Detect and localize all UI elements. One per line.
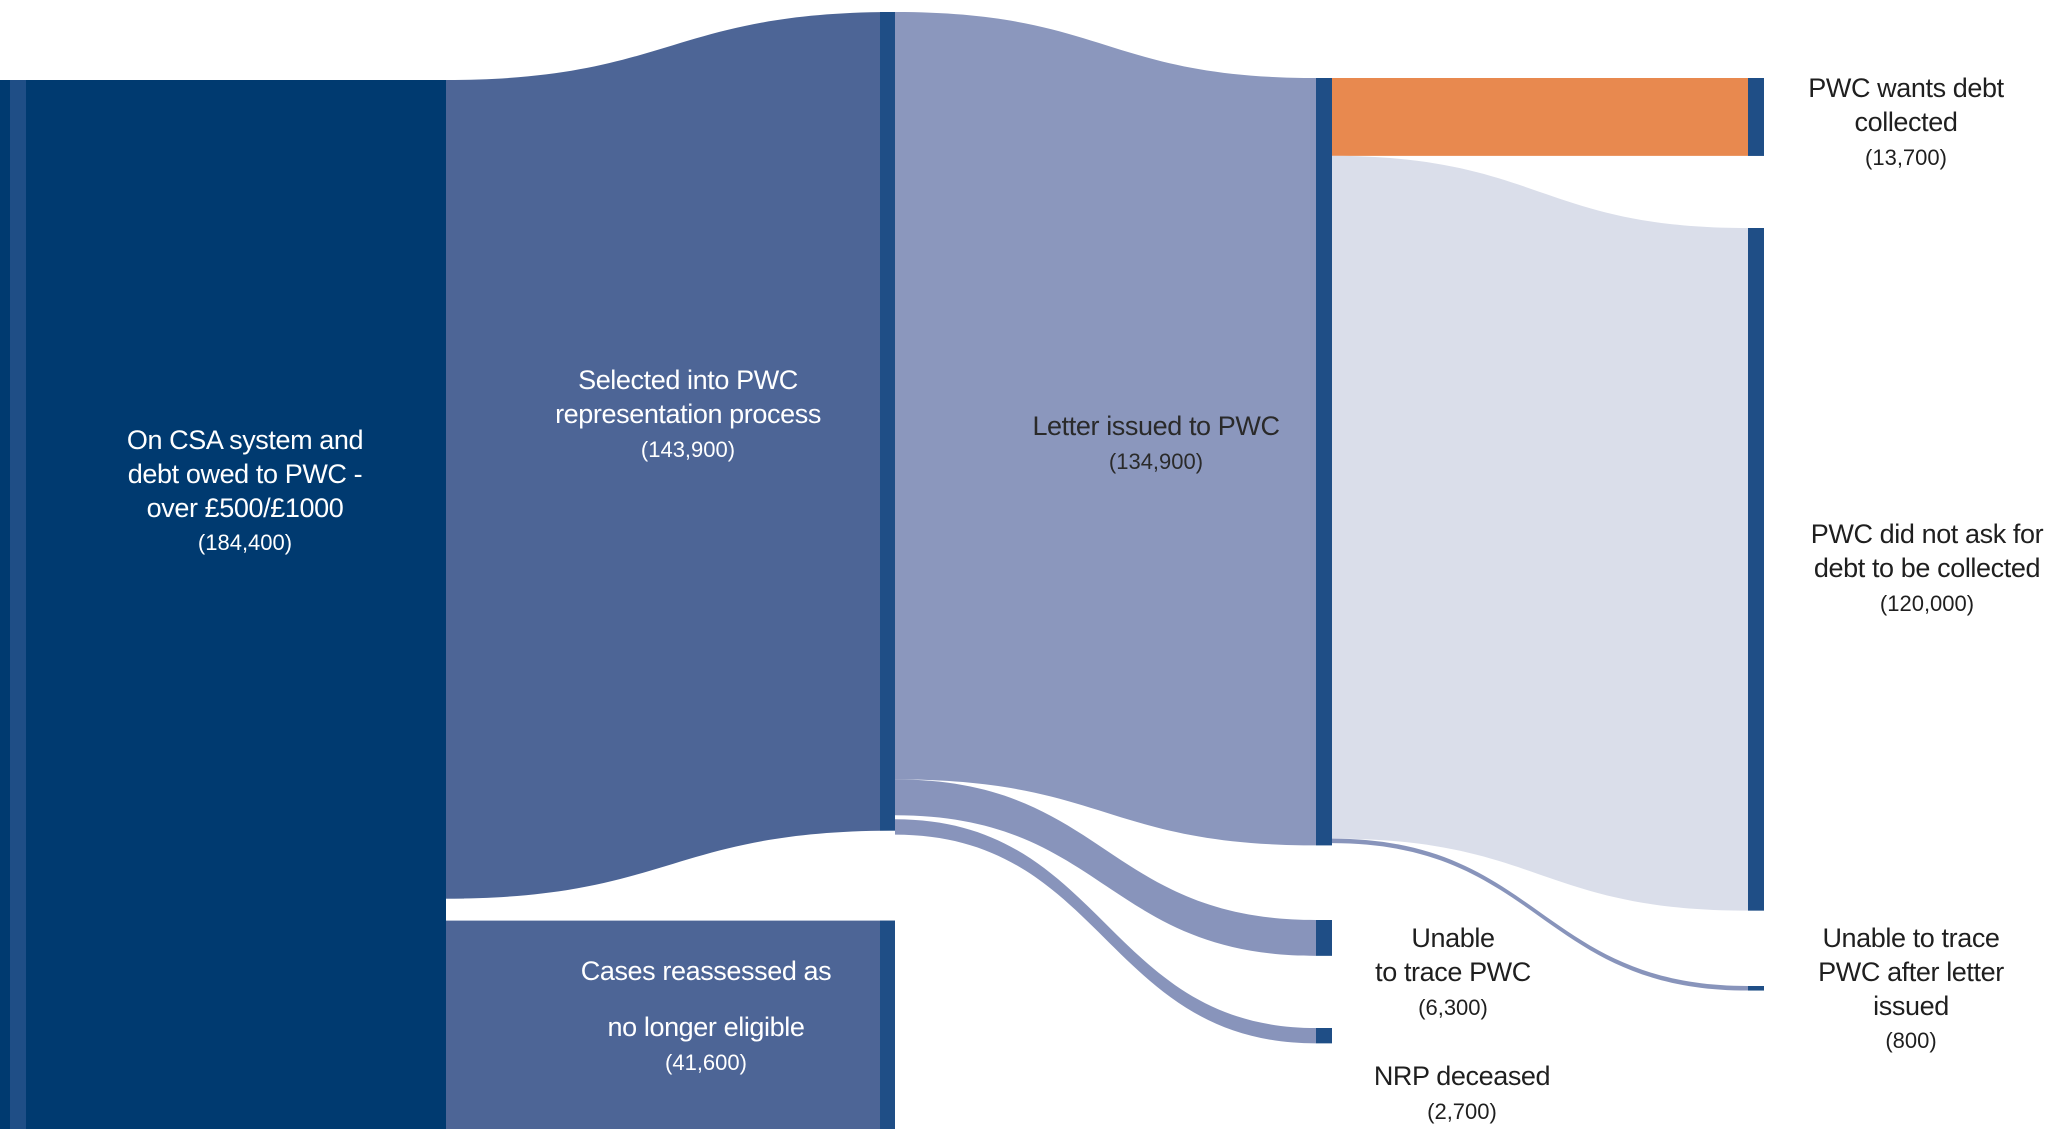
node-label-wants-debt-line-2: collected — [1854, 106, 1958, 137]
node-did-not-ask — [1748, 228, 1764, 911]
node-value-letter: (134,900) — [1108, 448, 1204, 474]
node-label-reassessed-line-1: Cases reassessed as — [580, 956, 832, 986]
node-value-did-not-ask: (120,000) — [1879, 590, 1975, 616]
node-label-reassessed: Cases reassessed as no longer eligible (… — [581, 955, 832, 1076]
node-letter — [1316, 78, 1332, 846]
node-unable-after — [1748, 986, 1764, 991]
node-csa — [0, 80, 446, 1129]
node-label-selected-line-1: Selected into PWC — [578, 365, 798, 395]
node-label-selected: Selected into PWC representation process… — [555, 364, 821, 463]
link-selected-unable-trace — [895, 779, 1316, 956]
node-label-unable-after-line-3: issued — [1873, 990, 1949, 1021]
node-value-selected: (143,900) — [640, 436, 736, 462]
node-label-unable-trace-line-1: Unable — [1411, 923, 1495, 953]
node-label-letter: Letter issued to PWC (134,900) — [1032, 410, 1280, 475]
node-label-csa-line-1: On CSA system and — [126, 425, 364, 455]
link-csa-selected — [446, 12, 895, 899]
node-selected-edge-bar — [880, 12, 895, 831]
link-selected-nrp-deceased — [895, 819, 1316, 1044]
node-label-wants-debt-line-1: PWC wants debt — [1808, 73, 2004, 103]
link-letter-unable-after — [1332, 838, 1748, 991]
node-value-unable-after: (800) — [1885, 1028, 1937, 1054]
link-selected-letter — [895, 12, 1316, 846]
node-label-letter-line-1: Letter issued to PWC — [1032, 411, 1280, 441]
node-label-nrp-deceased-line-1: NRP deceased — [1373, 1061, 1551, 1091]
node-label-unable-after-line-1: Unable to trace — [1822, 923, 2000, 953]
node-value-reassessed: (41,600) — [665, 1049, 747, 1075]
nodes-layer — [0, 12, 1764, 1129]
node-selected — [446, 80, 464, 899]
link-letter-did-not-ask — [1332, 155, 1748, 911]
node-label-reassessed-line-2: no longer eligible — [607, 1011, 805, 1042]
node-reassessed-edge-bar — [880, 920, 895, 1129]
node-label-nrp-deceased: NRP deceased (2,700) — [1373, 1060, 1551, 1125]
node-value-wants-debt: (13,700) — [1865, 144, 1947, 170]
node-label-unable-after-line-2: PWC after letter — [1818, 956, 2004, 987]
node-value-nrp-deceased: (2,700) — [1427, 1098, 1497, 1124]
links-layer — [446, 12, 1748, 1044]
node-reassessed — [446, 920, 895, 1129]
node-wants-debt — [1748, 78, 1764, 156]
node-label-wants-debt: PWC wants debt collected (13,700) — [1808, 72, 2004, 171]
node-value-unable-trace: (6,300) — [1418, 994, 1488, 1020]
node-label-csa-line-2: debt owed to PWC - — [127, 458, 363, 489]
link-letter-wants-debt — [1332, 78, 1748, 156]
node-label-did-not-ask: PWC did not ask for debt to be collected… — [1811, 518, 2044, 617]
node-label-unable-after: Unable to trace PWC after letter issued … — [1818, 922, 2004, 1055]
node-label-selected-line-2: representation process — [555, 398, 821, 429]
node-nrp-deceased — [1316, 1028, 1332, 1044]
node-label-csa-line-3: over £500/£1000 — [146, 492, 344, 523]
node-unable-trace — [1316, 920, 1332, 956]
node-label-unable-trace-line-2: to trace PWC — [1375, 956, 1531, 987]
node-label-csa: On CSA system and debt owed to PWC - ove… — [126, 424, 364, 557]
node-label-unable-trace: Unable to trace PWC (6,300) — [1375, 922, 1531, 1021]
node-csa-edge-bar — [10, 80, 26, 1129]
node-label-did-not-ask-line-1: PWC did not ask for — [1810, 519, 2044, 549]
node-label-did-not-ask-line-2: debt to be collected — [1813, 552, 2041, 583]
node-value-csa: (184,400) — [197, 530, 293, 556]
